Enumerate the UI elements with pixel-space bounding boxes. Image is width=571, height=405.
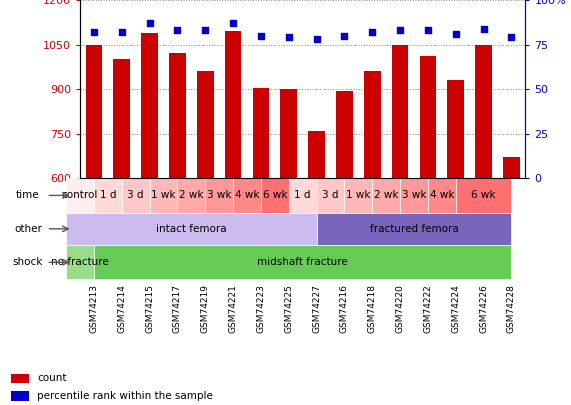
Text: no fracture: no fracture	[51, 257, 109, 267]
Bar	[428, 178, 456, 213]
Text: GSM74218: GSM74218	[368, 284, 377, 333]
Bar	[141, 33, 158, 178]
Bar	[420, 56, 436, 178]
Text: 4 wk: 4 wk	[429, 190, 454, 200]
Point	[423, 27, 432, 34]
Text: GSM74220: GSM74220	[396, 284, 405, 333]
Bar	[94, 178, 122, 213]
Point	[228, 20, 238, 26]
Text: GSM74217: GSM74217	[173, 284, 182, 333]
Bar	[475, 45, 492, 178]
Bar	[66, 213, 316, 245]
Point	[117, 29, 126, 35]
Text: GSM74228: GSM74228	[507, 284, 516, 333]
Bar	[169, 53, 186, 178]
Text: 1 wk: 1 wk	[346, 190, 371, 200]
Text: percentile rank within the sample: percentile rank within the sample	[37, 391, 213, 401]
Point	[89, 29, 98, 35]
Text: 3 wk: 3 wk	[207, 190, 231, 200]
Bar	[344, 178, 372, 213]
Bar	[94, 245, 512, 279]
Bar	[252, 87, 270, 178]
Bar	[66, 245, 94, 279]
Bar	[336, 91, 353, 178]
Point	[256, 32, 266, 39]
Text: 1 d: 1 d	[295, 190, 311, 200]
Point	[507, 34, 516, 40]
Bar	[86, 45, 102, 178]
Text: midshaft fracture: midshaft fracture	[258, 257, 348, 267]
Bar	[316, 213, 512, 245]
Bar	[114, 60, 130, 178]
Text: count: count	[37, 373, 66, 384]
Text: time: time	[16, 190, 40, 200]
Bar	[448, 80, 464, 178]
Bar	[233, 178, 261, 213]
Text: 3 d: 3 d	[322, 190, 339, 200]
Text: GSM74223: GSM74223	[256, 284, 266, 333]
Text: GSM74214: GSM74214	[117, 284, 126, 333]
Text: 2 wk: 2 wk	[179, 190, 203, 200]
Text: control: control	[62, 190, 98, 200]
Point	[479, 25, 488, 32]
Point	[200, 27, 210, 34]
Text: 6 wk: 6 wk	[471, 190, 496, 200]
Bar	[11, 374, 29, 383]
Text: GSM74224: GSM74224	[451, 284, 460, 333]
Point	[173, 27, 182, 34]
Text: GSM74219: GSM74219	[200, 284, 210, 333]
Text: shock: shock	[13, 257, 43, 267]
Text: 1 wk: 1 wk	[151, 190, 176, 200]
Text: 3 d: 3 d	[127, 190, 144, 200]
Text: other: other	[14, 224, 42, 234]
Text: 6 wk: 6 wk	[263, 190, 287, 200]
Text: intact femora: intact femora	[156, 224, 227, 234]
Text: GSM74216: GSM74216	[340, 284, 349, 333]
Point	[340, 32, 349, 39]
Text: GSM74213: GSM74213	[89, 284, 98, 333]
Bar	[11, 391, 29, 401]
Point	[396, 27, 405, 34]
Bar	[308, 131, 325, 178]
Bar	[503, 158, 520, 178]
Text: GSM74225: GSM74225	[284, 284, 293, 333]
Bar	[364, 71, 381, 178]
Bar	[66, 178, 94, 213]
Text: 2 wk: 2 wk	[374, 190, 399, 200]
Point	[312, 36, 321, 43]
Bar	[261, 178, 289, 213]
Bar	[392, 45, 408, 178]
Point	[145, 20, 154, 26]
Text: 4 wk: 4 wk	[235, 190, 259, 200]
Bar	[225, 31, 242, 178]
Bar	[456, 178, 512, 213]
Bar	[280, 89, 297, 178]
Text: fractured femora: fractured femora	[369, 224, 459, 234]
Bar	[150, 178, 178, 213]
Bar	[316, 178, 344, 213]
Bar	[289, 178, 316, 213]
Bar	[372, 178, 400, 213]
Point	[284, 34, 293, 40]
Bar	[197, 71, 214, 178]
Bar	[400, 178, 428, 213]
Point	[451, 31, 460, 37]
Text: GSM74226: GSM74226	[479, 284, 488, 333]
Bar	[122, 178, 150, 213]
Text: 1 d: 1 d	[99, 190, 116, 200]
Text: GSM74215: GSM74215	[145, 284, 154, 333]
Text: GSM74221: GSM74221	[228, 284, 238, 333]
Bar	[205, 178, 233, 213]
Point	[368, 29, 377, 35]
Text: GSM74227: GSM74227	[312, 284, 321, 333]
Bar	[178, 178, 205, 213]
Text: GSM74222: GSM74222	[423, 284, 432, 333]
Text: 3 wk: 3 wk	[402, 190, 426, 200]
